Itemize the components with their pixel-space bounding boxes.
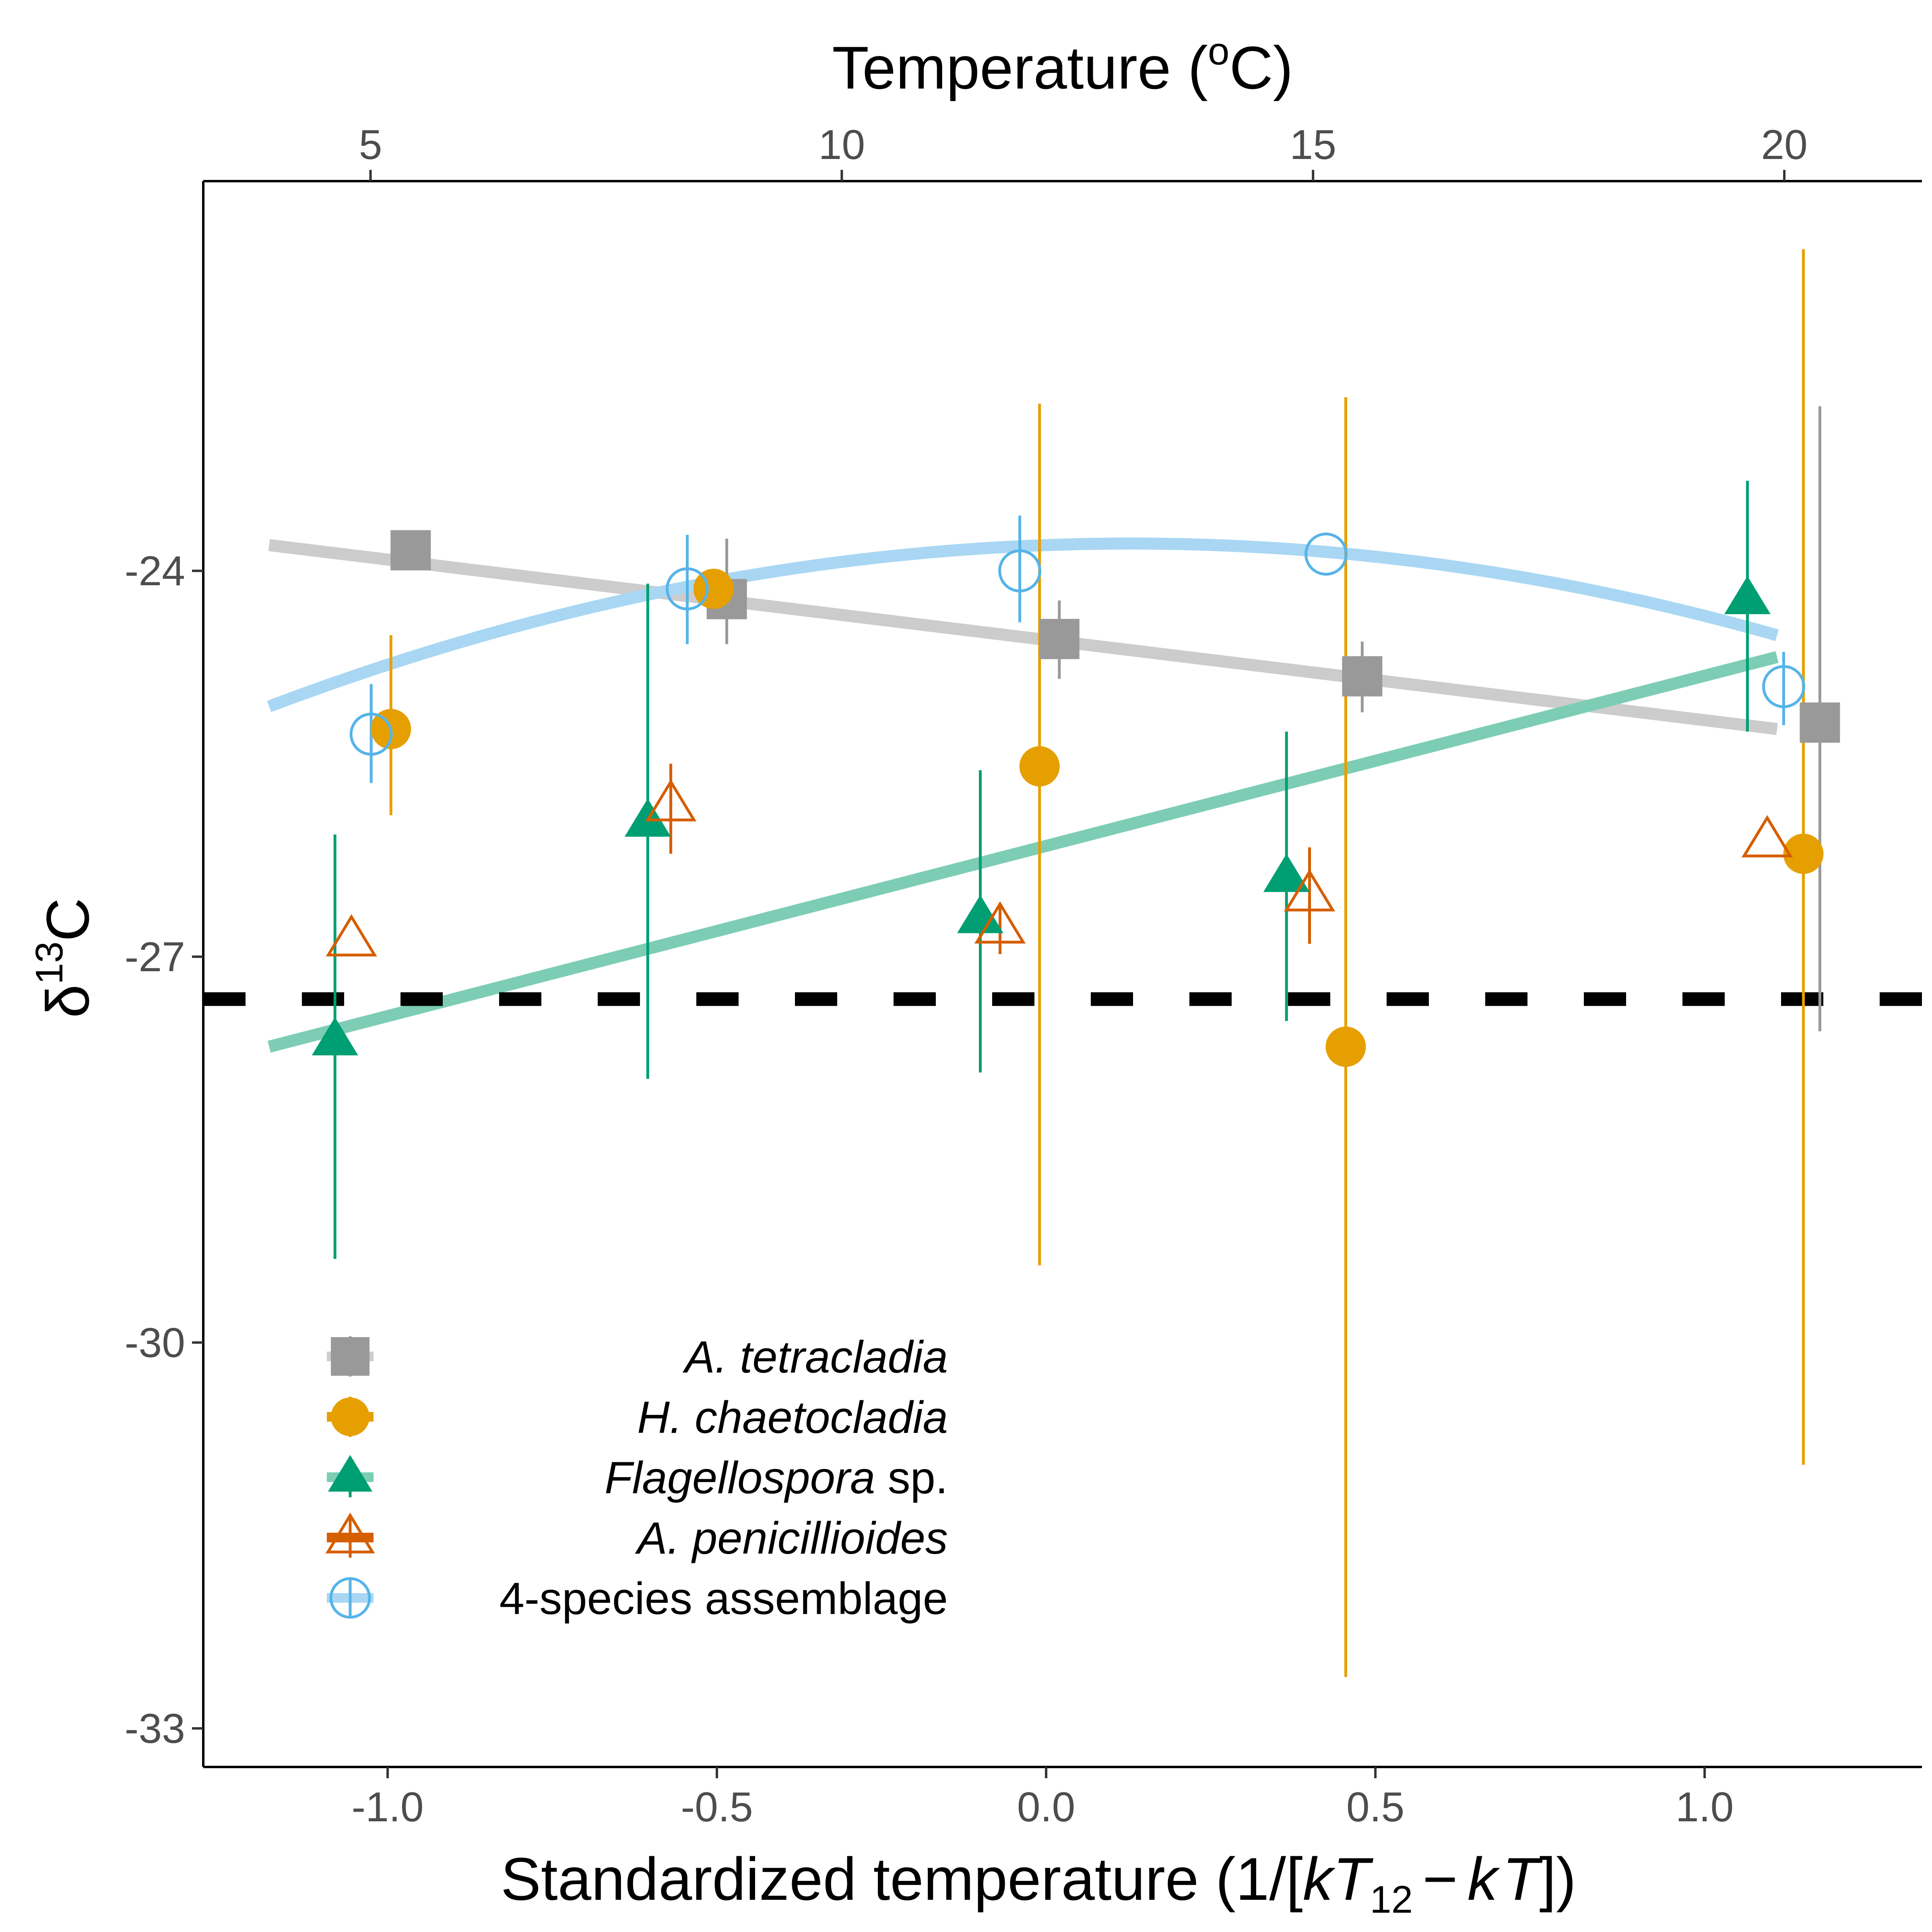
legend-swatch-marker — [325, 1513, 375, 1554]
x-tick-label: 1.0 — [1676, 1784, 1734, 1831]
point-flagellospora-sp-1 — [312, 1017, 358, 1055]
x-tick-label: -1.0 — [351, 1784, 423, 1831]
point-flagellospora-sp-3 — [957, 895, 1003, 933]
point-a-tetracladia-3 — [1039, 619, 1080, 659]
point-a-tetracladia-1 — [390, 530, 431, 571]
point-a-penicillioides-2 — [645, 779, 697, 822]
point-a-penicillioides-3 — [974, 901, 1026, 944]
legend-label: A. tetracladia — [682, 1332, 948, 1382]
legend-swatch-marker — [331, 1397, 369, 1436]
legend-swatch-marker — [329, 1577, 371, 1619]
y-tick-label: -24 — [125, 548, 185, 594]
x-axis-title: Standardized temperature (1/[kT12− kT]) — [501, 1845, 1576, 1921]
y-tick-label: -27 — [125, 934, 185, 980]
legend-item-a-tetracladia: A. tetracladia — [327, 1332, 948, 1382]
point-flagellospora-sp-5 — [1724, 576, 1771, 614]
top-tick-label: 10 — [819, 122, 865, 168]
legend-item-h-chaetocladia: H. chaetocladia — [327, 1392, 948, 1443]
y-axis-title: δ13C — [28, 898, 101, 1018]
top-tick-label: 15 — [1290, 122, 1336, 168]
point-h-chaetocladia-3 — [1019, 746, 1060, 786]
point-4-species-assemblage-4 — [1304, 533, 1348, 576]
y-tick-label: -33 — [125, 1705, 185, 1752]
top-axis-title: Temperature (oC) — [832, 30, 1293, 101]
legend-label: Flagellospora sp. — [605, 1453, 948, 1503]
point-4-species-assemblage-2 — [665, 567, 709, 611]
x-tick-label: -0.5 — [681, 1784, 753, 1831]
legend-swatch-marker — [328, 1455, 373, 1492]
point-4-species-assemblage-1 — [349, 712, 393, 756]
fit-line-a-tetracladia — [268, 539, 1778, 735]
legend: A. tetracladia H. chaetocladia Flagellospo… — [325, 1332, 948, 1624]
fit-line-4-species-assemblage — [267, 537, 1779, 712]
legend-label: 4-species assemblage — [500, 1573, 948, 1624]
data-points — [312, 530, 1840, 1067]
point-a-tetracladia-5 — [1800, 702, 1840, 743]
legend-item-4-species-assemblage: 4-species assemblage — [327, 1573, 948, 1624]
point-4-species-assemblage-3 — [998, 549, 1042, 592]
point-flagellospora-sp-4 — [1263, 854, 1310, 892]
legend-item-flagellospora-sp: Flagellospora sp. — [327, 1453, 948, 1503]
point-a-penicillioides-1 — [326, 914, 377, 957]
fit-lines — [267, 537, 1779, 1053]
legend-item-a-penicillioides: A. penicillioides — [325, 1513, 948, 1563]
x-tick-label: 0.0 — [1017, 1784, 1075, 1831]
point-a-penicillioides-5 — [1741, 815, 1793, 858]
point-h-chaetocladia-2 — [693, 568, 734, 609]
legend-label: H. chaetocladia — [637, 1392, 948, 1443]
y-tick-label: -30 — [125, 1319, 185, 1366]
point-a-penicillioides-4 — [1284, 869, 1335, 912]
legend-label: A. penicillioides — [635, 1513, 948, 1563]
top-tick-label: 20 — [1761, 122, 1808, 168]
point-4-species-assemblage-5 — [1762, 665, 1805, 708]
fit-line-flagellospora-sp — [267, 651, 1779, 1053]
point-h-chaetocladia-5 — [1783, 834, 1824, 874]
point-h-chaetocladia-4 — [1325, 1026, 1366, 1067]
point-a-tetracladia-4 — [1342, 656, 1383, 697]
x-tick-label: 0.5 — [1346, 1784, 1405, 1831]
axes: -1.0 -0.5 0.0 0.5 1.0 -24 -27 -30 -33 5 10 15 20 — [125, 122, 1922, 1831]
legend-swatch-marker — [331, 1337, 369, 1376]
top-tick-label: 5 — [359, 122, 382, 168]
